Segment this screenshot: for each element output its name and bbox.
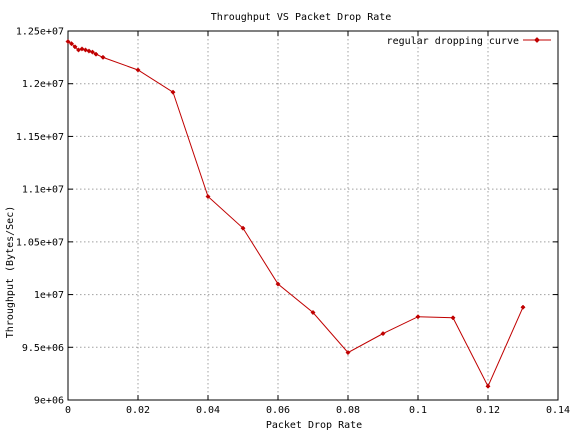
data-point-marker xyxy=(72,44,78,50)
data-point-marker xyxy=(79,46,85,52)
data-point-marker xyxy=(65,38,71,45)
x-tick-label: 0.12 xyxy=(476,405,500,416)
axis-layer: 0 0.02 0.04 0.06 0.08 0.1 0.12 0.14 9e+06 9.5e+06… xyxy=(16,27,570,417)
data-point-marker xyxy=(275,281,281,287)
legend-marker xyxy=(534,37,540,43)
x-tick-label: 0 xyxy=(65,405,71,416)
data-point-marker xyxy=(240,225,246,231)
y-tick-label: 9.5e+06 xyxy=(22,343,64,354)
legend-label: regular dropping curve xyxy=(387,36,519,47)
grid-layer xyxy=(68,31,558,400)
y-tick-label: 1e+07 xyxy=(34,290,64,301)
x-tick-label: 0.02 xyxy=(126,405,150,416)
data-point-marker xyxy=(68,41,75,47)
data-point-marker xyxy=(135,67,141,73)
plot-frame xyxy=(67,30,559,401)
y-tick-label: 1.05e+07 xyxy=(16,237,64,248)
y-tick-label: 9e+06 xyxy=(34,396,64,407)
y-axis-label: Throughput (Bytes/Sec) xyxy=(5,206,16,338)
legend: regular dropping curve xyxy=(387,36,551,47)
x-tick-label: 0.08 xyxy=(336,405,360,416)
data-point-marker xyxy=(380,331,386,337)
data-point-marker xyxy=(89,49,96,55)
data-point-marker xyxy=(205,193,211,200)
chart-title: Throughput VS Packet Drop Rate xyxy=(211,12,392,23)
data-point-marker xyxy=(345,350,351,356)
y-tick-label: 1.25e+07 xyxy=(16,27,64,38)
x-axis-label: Packet Drop Rate xyxy=(266,420,362,431)
x-tick-label: 0.1 xyxy=(409,405,427,416)
data-point-marker xyxy=(100,54,106,60)
series-layer xyxy=(65,38,526,389)
data-point-marker xyxy=(93,51,99,57)
data-point-marker xyxy=(170,89,176,95)
data-point-marker xyxy=(520,304,526,310)
y-tick-label: 1.15e+07 xyxy=(16,132,64,143)
data-point-marker xyxy=(450,315,456,321)
data-point-marker xyxy=(415,314,421,320)
data-point-marker xyxy=(310,309,316,316)
x-tick-label: 0.04 xyxy=(196,405,220,416)
x-tick-label: 0.06 xyxy=(266,405,290,416)
y-tick-label: 1.1e+07 xyxy=(22,185,64,196)
y-tick-label: 1.2e+07 xyxy=(22,79,64,90)
x-tick-label: 0.14 xyxy=(546,405,570,416)
data-point-marker xyxy=(485,383,491,389)
